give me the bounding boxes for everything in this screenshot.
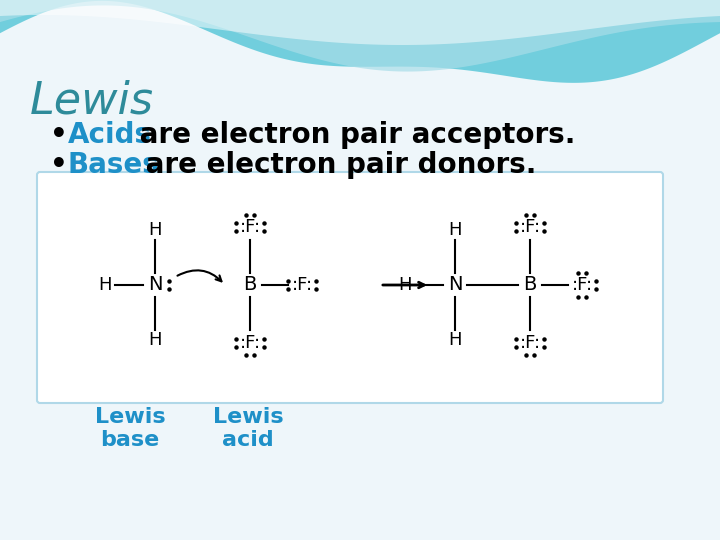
Text: :F:: :F: <box>572 276 593 294</box>
Text: B: B <box>523 275 536 294</box>
Text: H: H <box>449 221 462 239</box>
Text: :F:: :F: <box>240 218 261 236</box>
Text: B: B <box>243 275 257 294</box>
Text: H: H <box>449 331 462 349</box>
Text: N: N <box>448 275 462 294</box>
Text: :F:: :F: <box>519 334 541 352</box>
Text: •: • <box>50 151 68 179</box>
Text: H: H <box>148 221 162 239</box>
Text: H: H <box>148 331 162 349</box>
Text: Lewis: Lewis <box>30 80 154 123</box>
Text: Lewis
base: Lewis base <box>95 407 166 450</box>
Text: H: H <box>98 276 112 294</box>
Text: Lewis
acid: Lewis acid <box>212 407 283 450</box>
Text: •: • <box>50 121 68 149</box>
Text: :F:: :F: <box>292 276 312 294</box>
PathPatch shape <box>0 0 720 83</box>
Text: :F:: :F: <box>519 218 541 236</box>
Text: Acids: Acids <box>68 121 152 149</box>
Text: H: H <box>398 276 412 294</box>
PathPatch shape <box>0 0 720 45</box>
Text: are electron pair acceptors.: are electron pair acceptors. <box>130 121 575 149</box>
Text: Bases: Bases <box>68 151 160 179</box>
PathPatch shape <box>0 0 720 72</box>
Text: :F:: :F: <box>240 334 261 352</box>
Text: N: N <box>148 275 162 294</box>
Text: are electron pair donors.: are electron pair donors. <box>136 151 536 179</box>
FancyBboxPatch shape <box>37 172 663 403</box>
